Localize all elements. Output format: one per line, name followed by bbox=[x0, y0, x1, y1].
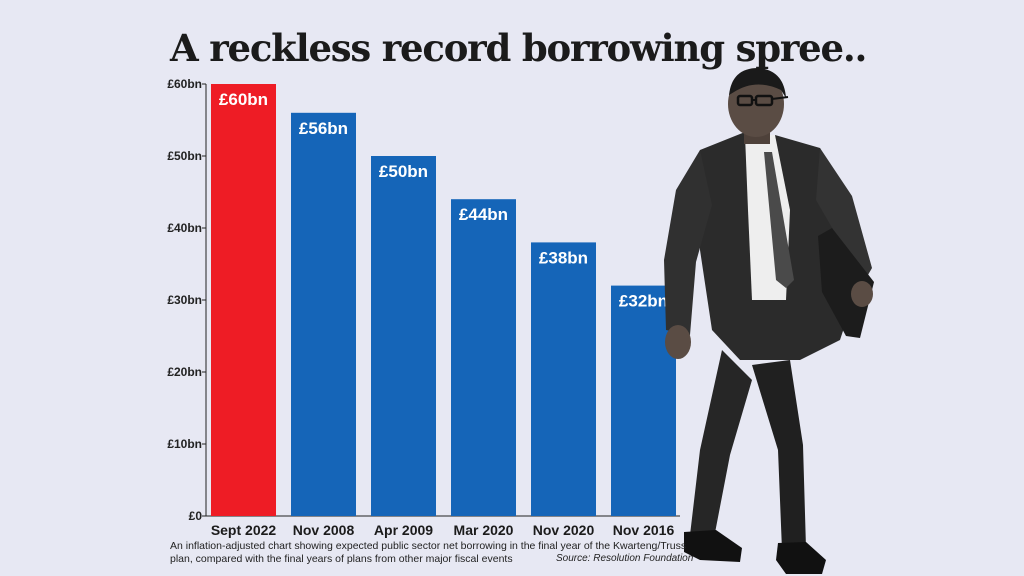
y-tick-label: £40bn bbox=[167, 221, 202, 235]
y-tick-label: £50bn bbox=[167, 149, 202, 163]
x-category-label: Sept 2022 bbox=[211, 522, 277, 538]
chart-source: Source: Resolution Foundation bbox=[556, 553, 694, 564]
bar bbox=[611, 285, 676, 516]
y-tick-label: £20bn bbox=[167, 365, 202, 379]
chart-caption: An inflation-adjusted chart showing expe… bbox=[170, 540, 687, 565]
y-tick-label: £10bn bbox=[167, 437, 202, 451]
data-label: £60bn bbox=[219, 90, 268, 109]
y-tick-label: £60bn bbox=[167, 77, 202, 91]
y-tick-label: £30bn bbox=[167, 293, 202, 307]
data-label: £38bn bbox=[539, 248, 588, 267]
bar bbox=[371, 156, 436, 516]
bar bbox=[291, 112, 356, 517]
x-category-label: Apr 2009 bbox=[374, 522, 433, 538]
y-tick-label: £0 bbox=[189, 509, 203, 523]
chart-title: A reckless record borrowing spree.. bbox=[170, 26, 867, 70]
bar bbox=[211, 84, 276, 516]
data-label: £56bn bbox=[299, 119, 348, 138]
data-label: £32bn bbox=[619, 292, 668, 311]
x-category-label: Nov 2008 bbox=[293, 522, 355, 538]
x-category-label: Nov 2016 bbox=[613, 522, 675, 538]
x-category-label: Mar 2020 bbox=[454, 522, 514, 538]
bar bbox=[451, 199, 516, 516]
data-label: £50bn bbox=[379, 162, 428, 181]
data-label: £44bn bbox=[459, 205, 508, 224]
bar bbox=[531, 242, 596, 516]
x-category-label: Nov 2020 bbox=[533, 522, 595, 538]
